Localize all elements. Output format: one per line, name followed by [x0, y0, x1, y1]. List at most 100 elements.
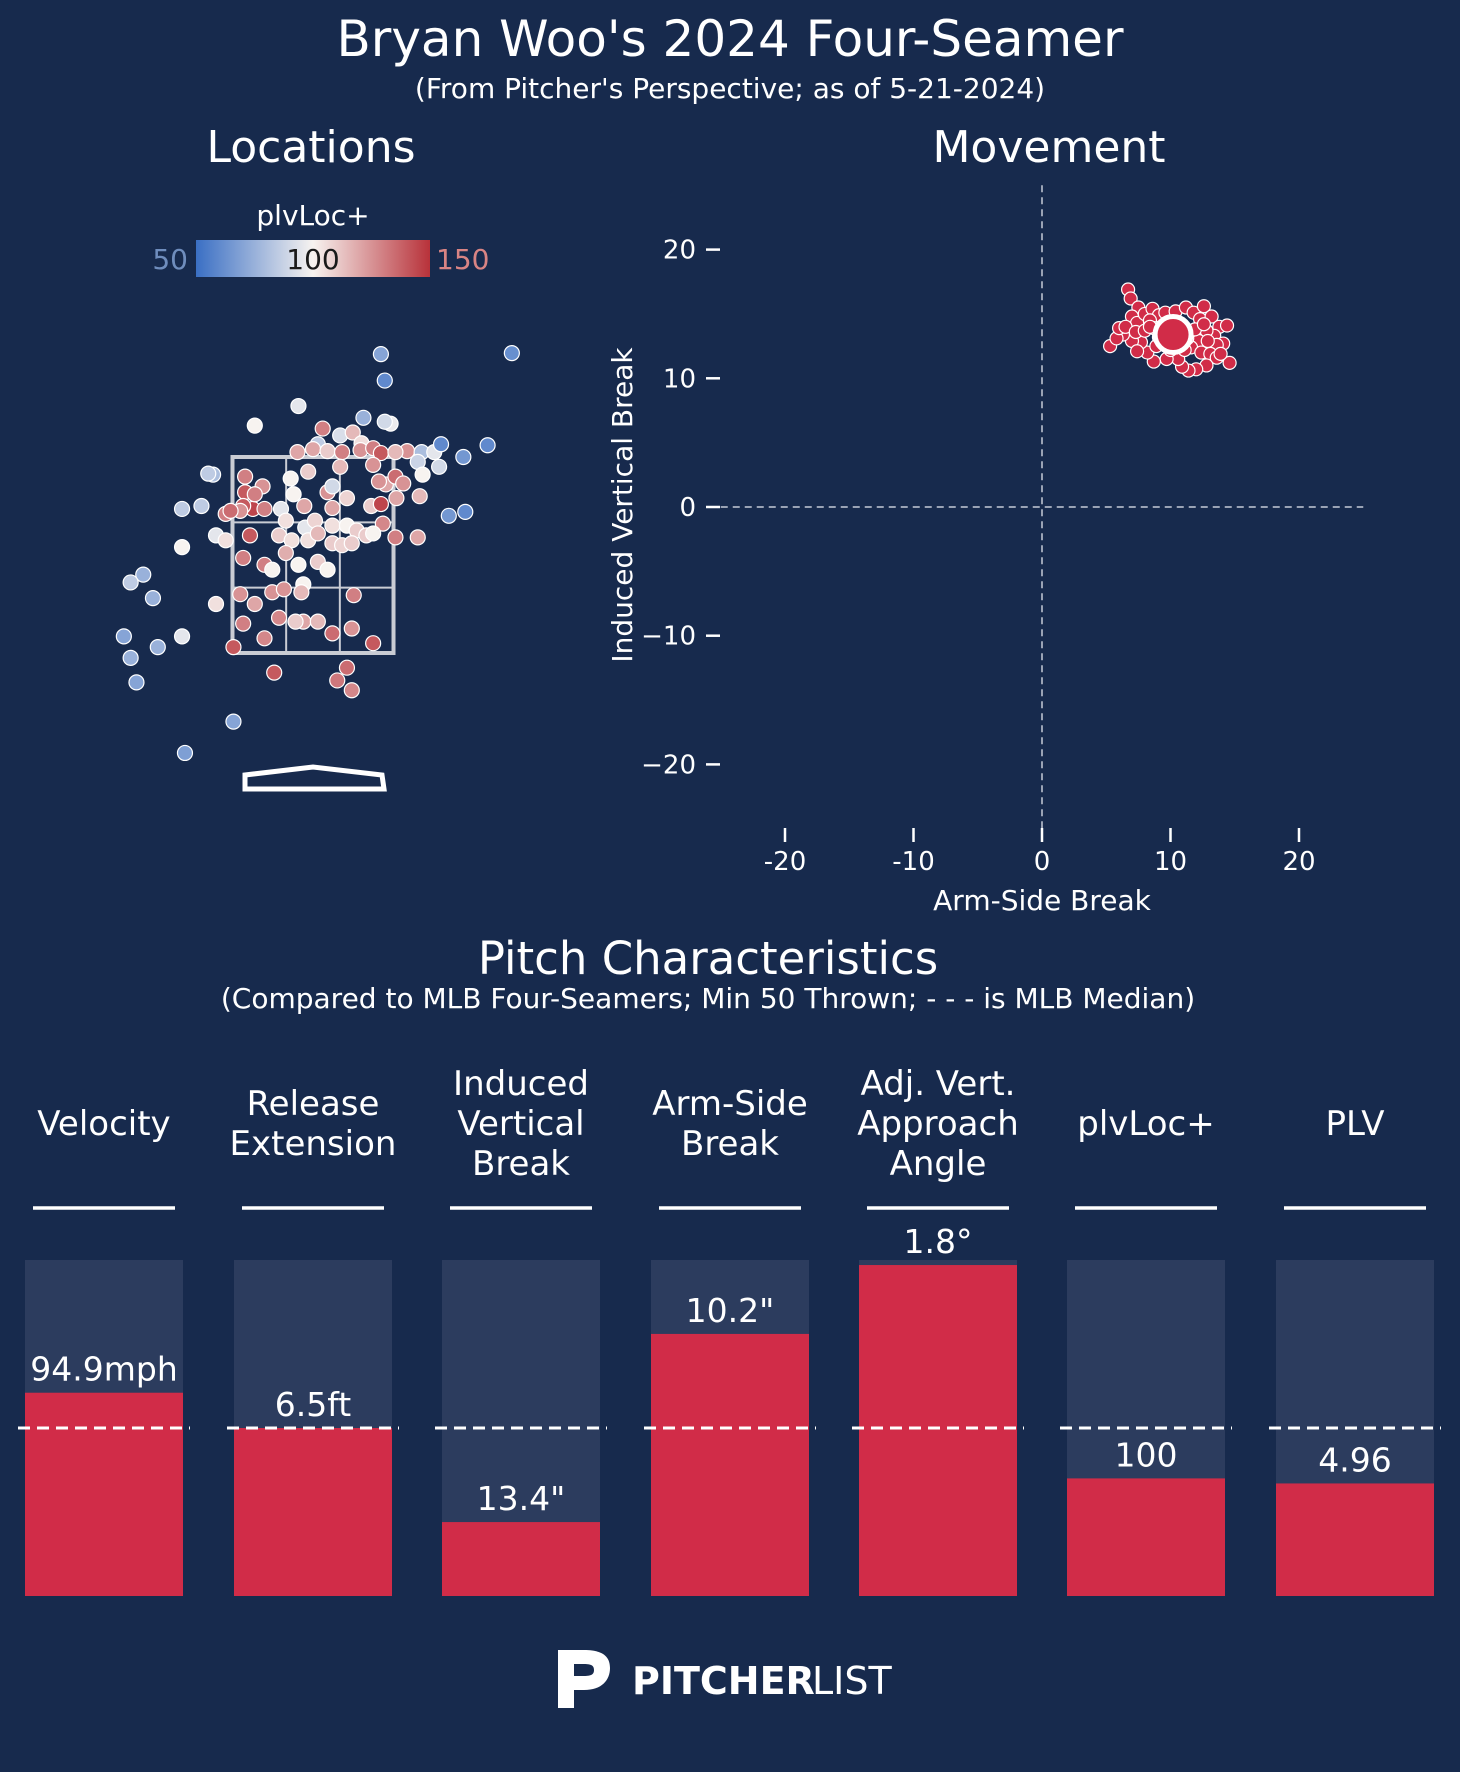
chart-subtitle: (From Pitcher's Perspective; as of 5-21-…	[414, 72, 1046, 105]
location-point	[440, 507, 457, 524]
pitch-characteristics-bars: 94.9mph 6.5ft 13.4" 10.2" 1.8° 100 4.96	[18, 1206, 1441, 1596]
location-point	[207, 595, 225, 613]
location-point	[344, 424, 361, 441]
location-point	[235, 549, 252, 567]
movement-point	[1196, 299, 1212, 314]
x-tick-label: 20	[1282, 847, 1315, 877]
pitch-characteristics-subtitle: (Compared to MLB Four-Seamers; Min 50 Th…	[220, 982, 1196, 1015]
bar-category-label: plvLoc+	[1077, 1104, 1215, 1144]
location-point	[374, 515, 391, 532]
brand-light-text: LIST	[812, 1659, 892, 1703]
location-point	[343, 620, 360, 637]
location-point	[319, 561, 336, 578]
location-point	[479, 437, 496, 454]
bar-value-label: 6.5ft	[275, 1385, 352, 1424]
location-point	[324, 625, 341, 642]
location-point	[115, 628, 132, 645]
movement-axes: 20 10 0 −10 −20 -20 -10 0 10 20	[641, 185, 1364, 877]
location-point	[372, 346, 389, 363]
x-tick-label: 0	[1034, 847, 1051, 877]
location-point	[365, 456, 382, 473]
location-point	[338, 659, 356, 676]
home-plate-icon	[242, 764, 387, 792]
location-point	[409, 529, 426, 546]
location-point	[200, 465, 217, 482]
location-point	[388, 490, 405, 507]
movement-average-point	[1152, 314, 1194, 356]
bar-value-label: 10.2"	[686, 1291, 775, 1330]
location-point	[237, 468, 254, 485]
location-point	[387, 444, 404, 461]
bar-category-label: PLV	[1325, 1104, 1385, 1144]
location-point	[149, 639, 166, 656]
location-point	[457, 503, 474, 520]
location-point	[314, 420, 331, 437]
location-point	[235, 615, 252, 632]
location-point	[414, 466, 431, 483]
movement-point	[1219, 318, 1235, 333]
location-point	[225, 713, 242, 730]
location-point	[293, 584, 310, 601]
location-point	[122, 649, 139, 666]
locations-title: Locations	[206, 122, 416, 173]
y-axis-label: Induced Vertical Break	[606, 347, 639, 663]
bar-fill	[651, 1333, 809, 1596]
location-point	[411, 488, 428, 505]
chart-title: Bryan Woo's 2024 Four-Seamer	[336, 10, 1124, 68]
location-point	[128, 674, 145, 691]
movement-plot: 20 10 0 −10 −20 -20 -10 0 10 20 Arm-Side Break In…	[606, 185, 1364, 917]
movement-point	[1123, 291, 1138, 306]
x-tick-label: -10	[892, 847, 934, 877]
location-point	[387, 529, 404, 546]
location-point	[135, 566, 152, 583]
bar-value-label: 13.4"	[477, 1479, 566, 1518]
y-tick-label: −10	[641, 622, 696, 652]
location-point	[285, 486, 302, 503]
bar-value-label: 94.9mph	[30, 1350, 178, 1389]
location-point	[277, 512, 294, 529]
brand-bold-text: PITCHER	[632, 1659, 815, 1703]
location-point	[232, 586, 249, 603]
movement-point	[1129, 344, 1145, 359]
location-point	[296, 497, 313, 515]
y-tick-label: 0	[679, 493, 696, 523]
location-point	[246, 486, 263, 503]
location-point	[173, 500, 191, 518]
location-point	[376, 372, 393, 389]
bar-value-label: 100	[1115, 1435, 1178, 1474]
location-point	[372, 495, 389, 513]
location-points	[115, 345, 520, 762]
locations-plot: plvLoc+ 50 100 150	[115, 199, 520, 792]
location-point	[173, 628, 191, 645]
location-point	[365, 635, 382, 652]
location-point	[319, 443, 336, 460]
bar-category-label: Release Extension	[229, 1084, 397, 1164]
location-point	[266, 664, 283, 681]
x-tick-label: -20	[764, 847, 806, 877]
location-point	[376, 413, 393, 430]
location-point	[246, 595, 263, 613]
location-point	[289, 444, 306, 461]
location-point	[370, 473, 388, 490]
movement-point	[1222, 355, 1237, 370]
movement-points	[1103, 282, 1237, 378]
x-axis-label: Arm-Side Break	[933, 884, 1151, 917]
location-point	[343, 535, 360, 552]
colorbar-label: plvLoc+	[256, 199, 369, 232]
location-point	[176, 744, 194, 762]
bar-category-label: Velocity	[37, 1104, 171, 1144]
location-point	[355, 409, 372, 426]
location-point	[270, 609, 288, 626]
bar-fill	[442, 1522, 600, 1596]
colorbar-mid-label: 100	[286, 243, 339, 276]
location-point	[241, 527, 259, 544]
location-point	[324, 499, 341, 517]
location-point	[300, 463, 317, 480]
location-point	[144, 590, 162, 607]
bar-fill	[1276, 1483, 1434, 1596]
location-point	[256, 500, 273, 518]
location-point	[275, 581, 292, 598]
location-point	[309, 525, 326, 542]
location-point	[455, 448, 472, 466]
location-point	[329, 672, 346, 689]
